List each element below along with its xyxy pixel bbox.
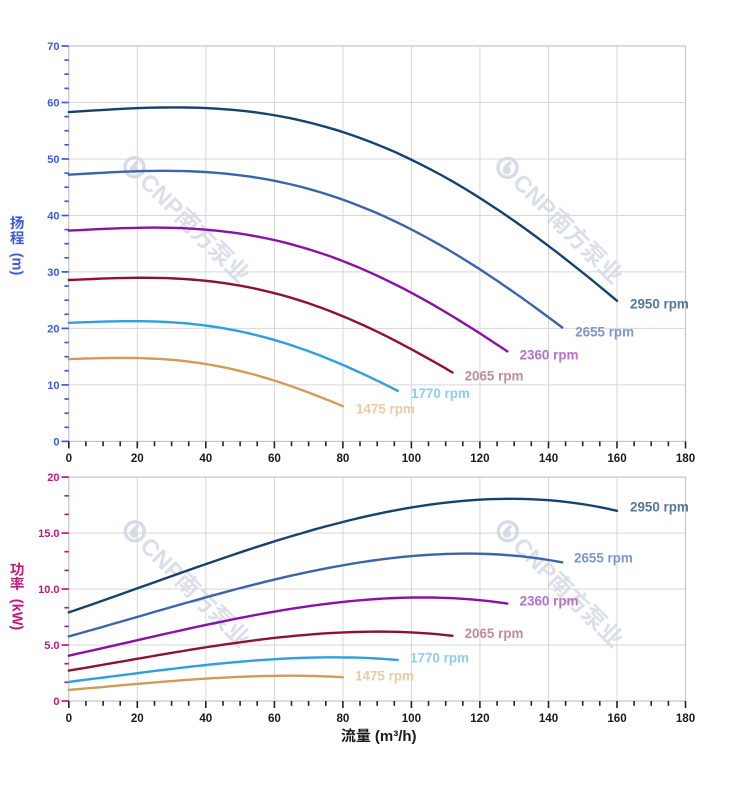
svg-text:1770 rpm: 1770 rpm xyxy=(411,386,470,401)
svg-text:(kW): (kW) xyxy=(8,599,24,631)
svg-text:2360 rpm: 2360 rpm xyxy=(520,594,579,609)
svg-text:1770 rpm: 1770 rpm xyxy=(410,650,469,665)
svg-text:10: 10 xyxy=(47,380,59,392)
svg-text:2360 rpm: 2360 rpm xyxy=(520,348,579,363)
svg-text:100: 100 xyxy=(402,452,421,465)
svg-text:160: 160 xyxy=(607,712,626,725)
svg-text:160: 160 xyxy=(607,452,626,465)
svg-text:15.0: 15.0 xyxy=(38,528,59,540)
svg-text:0: 0 xyxy=(53,696,59,708)
svg-text:2065 rpm: 2065 rpm xyxy=(465,626,524,641)
svg-text:2655 rpm: 2655 rpm xyxy=(575,325,634,340)
svg-text:0: 0 xyxy=(53,436,59,448)
svg-text:120: 120 xyxy=(470,452,489,465)
svg-text:5.0: 5.0 xyxy=(44,640,59,652)
svg-text:40: 40 xyxy=(47,211,59,223)
svg-text:60: 60 xyxy=(268,712,281,725)
svg-text:40: 40 xyxy=(199,712,212,725)
svg-text:120: 120 xyxy=(470,712,489,725)
svg-text:(m³/h): (m³/h) xyxy=(375,728,417,745)
svg-text:10.0: 10.0 xyxy=(38,584,59,596)
svg-text:50: 50 xyxy=(47,154,59,166)
svg-text:60: 60 xyxy=(47,98,59,110)
svg-text:2065 rpm: 2065 rpm xyxy=(465,368,524,383)
svg-text:2655 rpm: 2655 rpm xyxy=(574,550,633,565)
svg-text:20: 20 xyxy=(131,452,144,465)
svg-text:0: 0 xyxy=(66,712,72,725)
svg-text:180: 180 xyxy=(676,712,695,725)
svg-text:(m): (m) xyxy=(8,253,24,276)
svg-text:140: 140 xyxy=(539,712,558,725)
svg-text:100: 100 xyxy=(402,712,421,725)
svg-text:80: 80 xyxy=(336,712,349,725)
svg-text:2950 rpm: 2950 rpm xyxy=(630,297,689,312)
svg-text:1475 rpm: 1475 rpm xyxy=(355,668,414,683)
svg-text:40: 40 xyxy=(199,452,212,465)
svg-text:80: 80 xyxy=(336,452,349,465)
svg-text:60: 60 xyxy=(268,452,281,465)
svg-text:70: 70 xyxy=(47,41,59,53)
svg-text:180: 180 xyxy=(676,452,695,465)
svg-text:140: 140 xyxy=(539,452,558,465)
svg-text:0: 0 xyxy=(66,452,72,465)
svg-text:30: 30 xyxy=(47,267,59,279)
svg-text:20: 20 xyxy=(47,472,59,484)
svg-text:1475 rpm: 1475 rpm xyxy=(356,401,415,416)
svg-text:2950 rpm: 2950 rpm xyxy=(630,499,689,514)
svg-text:20: 20 xyxy=(131,712,144,725)
svg-text:20: 20 xyxy=(47,323,59,335)
